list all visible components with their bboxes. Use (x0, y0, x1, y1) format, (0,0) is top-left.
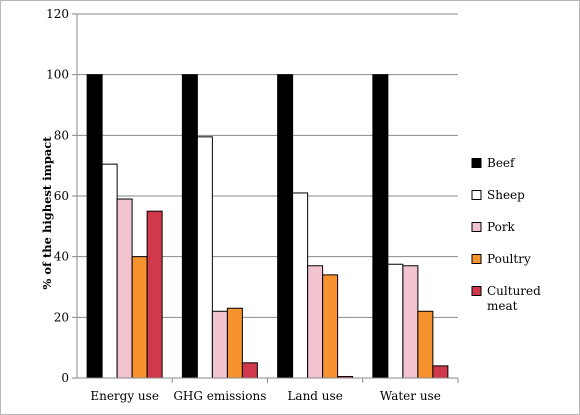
legend-item: Poultry (471, 252, 531, 266)
y-tick-label: 40 (54, 250, 69, 264)
x-category-label: Energy use (90, 389, 159, 403)
legend-item: Sheep (471, 188, 525, 202)
bar-cultured-meat-ghg-emissions (241, 362, 258, 379)
bar-beef-energy-use (86, 74, 103, 379)
axes (76, 14, 459, 383)
x-category-label: GHG emissions (173, 389, 266, 403)
bar-poultry-land-use (322, 274, 339, 379)
y-tick-label: 120 (46, 7, 69, 21)
y-axis-title: % of the highest impact (40, 136, 54, 290)
legend-swatch (471, 254, 482, 264)
legend-label: Sheep (487, 188, 525, 202)
y-tick-label: 0 (61, 371, 69, 385)
bar-pork-land-use (307, 265, 324, 379)
legend-label: Pork (487, 220, 516, 234)
legend-label: Cultured (487, 284, 541, 298)
y-tick-label: 100 (46, 68, 69, 82)
y-tick-label: 20 (54, 310, 69, 324)
legend-label: Beef (487, 156, 516, 170)
y-tick-label: 80 (54, 128, 69, 142)
bar-pork-energy-use (116, 198, 133, 379)
bar-cultured-meat-energy-use (146, 210, 163, 379)
bar-beef-ghg-emissions (181, 74, 198, 379)
bar-sheep-energy-use (101, 163, 118, 379)
x-category-label: Water use (380, 389, 441, 403)
bar-pork-ghg-emissions (211, 310, 228, 379)
bar-beef-land-use (277, 74, 294, 379)
bar-poultry-ghg-emissions (226, 307, 243, 379)
legend-swatch (471, 190, 482, 200)
bar-sheep-land-use (292, 192, 309, 379)
y-tick-labels: 0 20 40 60 80 100 120 (46, 7, 69, 385)
bar-cultured-meat-water-use (432, 365, 449, 379)
x-category-label: Land use (287, 389, 342, 403)
legend-swatch (471, 158, 482, 168)
bar-sheep-ghg-emissions (196, 136, 213, 379)
legend-item: Pork (471, 220, 516, 234)
bar-sheep-water-use (387, 263, 404, 379)
legend-item: Beef (471, 156, 516, 170)
bars (86, 74, 449, 379)
legend-swatch (471, 286, 482, 296)
legend-label: meat (487, 299, 518, 313)
bar-poultry-energy-use (131, 256, 148, 379)
legend-label: Poultry (487, 252, 531, 266)
bar-pork-water-use (402, 265, 419, 379)
bar-poultry-water-use (417, 310, 434, 379)
y-tick-label: 60 (54, 189, 69, 203)
legend-swatch (471, 222, 482, 232)
x-category-labels: Energy use GHG emissions Land use Water use (90, 389, 441, 403)
bar-beef-water-use (372, 74, 389, 379)
